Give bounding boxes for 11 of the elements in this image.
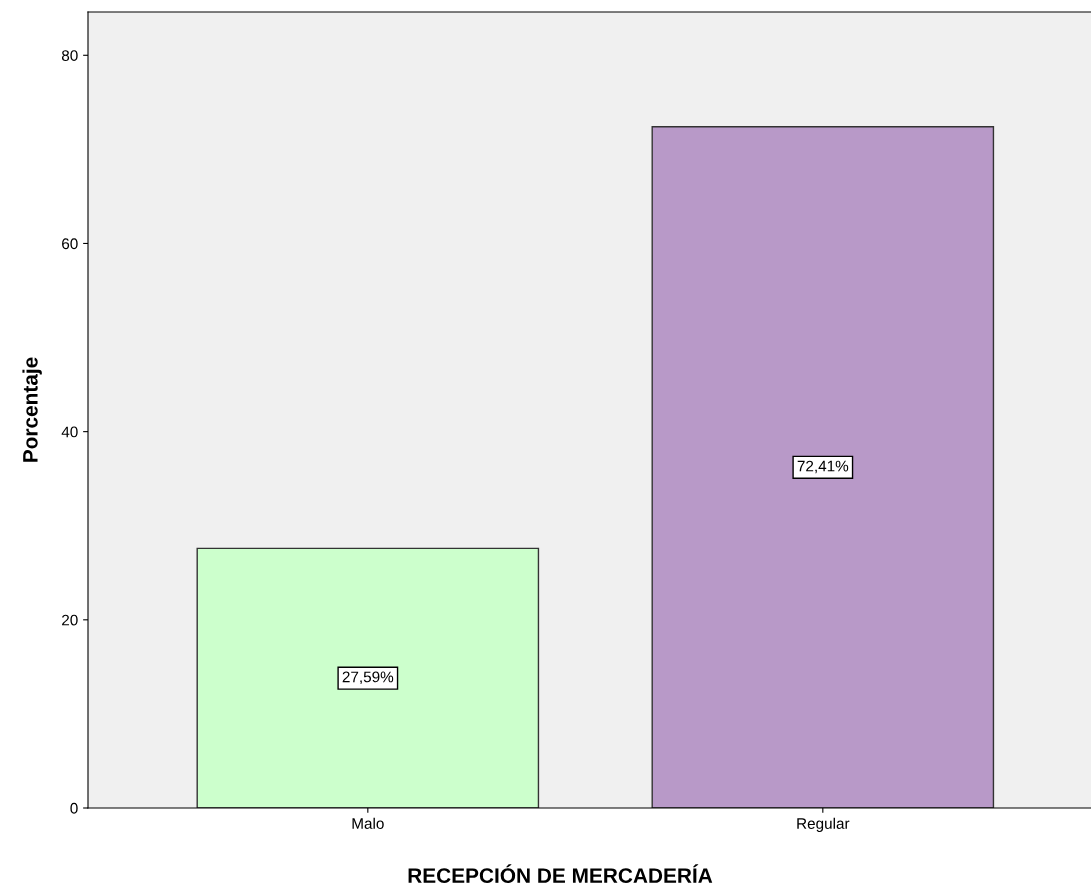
data-label: 27,59% (342, 671, 394, 685)
y-tick-label: 60 (62, 238, 78, 250)
y-tick-label: 40 (61, 426, 78, 438)
x-tick-label: Malo (352, 817, 384, 829)
y-tick-label: 0 (70, 802, 78, 814)
data-label: 72,41% (797, 460, 849, 474)
x-axis-title: RECEPCIÓN DE MERCADERÍA (408, 864, 713, 883)
y-tick-label: 80 (61, 50, 78, 61)
y-tick-label: 20 (62, 614, 78, 626)
x-tick-label: Regular (797, 817, 850, 832)
y-axis-title: Porcentaje (22, 357, 42, 462)
